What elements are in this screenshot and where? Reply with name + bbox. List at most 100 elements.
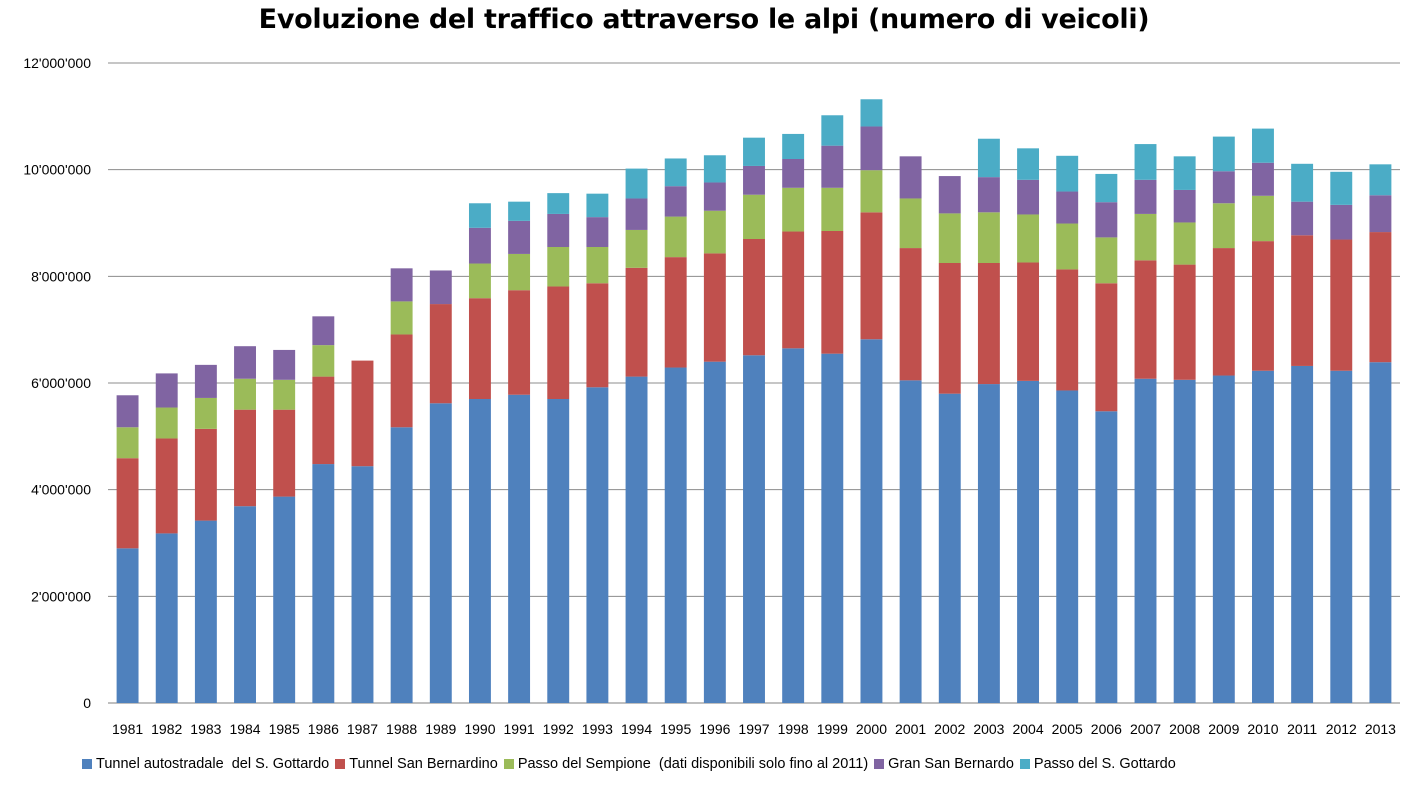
- bar-segment: [194, 520, 217, 703]
- bar-segment: [116, 427, 139, 459]
- bar-segment: [782, 159, 805, 188]
- bar-segment: [234, 409, 256, 507]
- bar-segment: [1252, 241, 1274, 371]
- x-tick-label: 1983: [190, 721, 221, 737]
- x-tick-label: 1982: [151, 721, 182, 737]
- bar-segment: [1095, 202, 1118, 238]
- bar-segment: [1291, 201, 1314, 236]
- bar-segment: [977, 177, 1000, 213]
- bar-segment: [1173, 379, 1196, 703]
- bar-segment: [743, 165, 765, 195]
- bar-segment: [625, 168, 648, 199]
- bar-segment: [547, 286, 570, 399]
- bar-segment: [1056, 191, 1079, 224]
- bar-segment: [977, 138, 1000, 178]
- bar-segment: [547, 193, 570, 214]
- bar-segment: [390, 301, 413, 335]
- x-tick-label: 2004: [1012, 721, 1043, 737]
- bar-segment: [194, 364, 217, 398]
- bar-segment: [625, 229, 648, 268]
- bar-segment: [273, 496, 296, 703]
- bar-segment: [155, 407, 178, 439]
- bar-segment: [821, 145, 844, 188]
- x-tick-label: 2010: [1247, 721, 1278, 737]
- bar-segment: [586, 193, 609, 218]
- bar-segment: [1369, 232, 1392, 363]
- bar-segment: [782, 133, 805, 159]
- bar-segment: [155, 533, 178, 703]
- bar-segment: [1212, 171, 1235, 204]
- bar-segment: [234, 346, 256, 379]
- bar-segment: [468, 227, 491, 264]
- bar-segment: [1095, 237, 1118, 284]
- x-tick-label: 2003: [973, 721, 1004, 737]
- bar-segment: [508, 220, 531, 254]
- bar-segment: [390, 268, 413, 302]
- legend-swatch: [503, 759, 514, 769]
- bar-segment: [1330, 204, 1353, 240]
- bar-segment: [782, 348, 805, 703]
- y-tick-label: 8'000'000: [31, 268, 91, 284]
- bar-segment: [547, 399, 570, 703]
- bar-segment: [860, 126, 883, 171]
- bar-segment: [1017, 262, 1040, 381]
- bar-segment: [625, 198, 648, 230]
- bar-segment: [1017, 179, 1040, 215]
- bar-segment: [664, 158, 687, 187]
- bar-segment: [1095, 411, 1118, 703]
- bar-segment: [743, 137, 765, 166]
- bar-segment: [977, 212, 1000, 263]
- x-tick-label: 2008: [1169, 721, 1200, 737]
- bar-segment: [1173, 189, 1196, 223]
- bar-segment: [547, 247, 570, 287]
- bar-segment: [1212, 248, 1235, 376]
- bar-segment: [547, 213, 570, 247]
- bar-segment: [116, 458, 139, 549]
- bar-segment: [116, 395, 139, 428]
- bar-segment: [899, 248, 922, 381]
- bar-segment: [1291, 235, 1314, 366]
- bar-segment: [429, 304, 452, 404]
- bar-segment: [508, 394, 531, 703]
- x-tick-label: 1990: [464, 721, 495, 737]
- bar-segment: [1056, 269, 1079, 391]
- bar-segment: [312, 316, 335, 346]
- x-tick-label: 2005: [1052, 721, 1083, 737]
- bar-segment: [273, 349, 296, 380]
- bar-segment: [664, 216, 687, 258]
- bar-segment: [194, 428, 217, 521]
- x-tick-label: 1996: [699, 721, 730, 737]
- x-tick-label: 1992: [543, 721, 574, 737]
- bar-segment: [1252, 370, 1274, 703]
- bar-segment: [899, 380, 922, 703]
- x-tick-label: 2012: [1326, 721, 1357, 737]
- bar-segment: [1252, 128, 1274, 163]
- bar-segment: [234, 506, 256, 703]
- x-tick-label: 1981: [112, 721, 143, 737]
- bar-segment: [390, 334, 413, 428]
- bar-segment: [1252, 162, 1274, 196]
- bar-segment: [1212, 375, 1235, 703]
- bar-segment: [1173, 156, 1196, 190]
- bar-segment: [821, 115, 844, 146]
- bar-segment: [586, 387, 609, 703]
- y-tick-label: 12'000'000: [23, 55, 91, 71]
- x-tick-label: 2009: [1208, 721, 1239, 737]
- bar-segment: [899, 198, 922, 249]
- legend-label: Passo del Sempione (dati disponibili sol…: [517, 756, 869, 772]
- legend-label: Passo del S. Gottardo: [1033, 756, 1176, 772]
- bar-segment: [1056, 223, 1079, 270]
- bar-segment: [1173, 264, 1196, 380]
- bar-segment: [429, 270, 452, 305]
- chart-title: Evoluzione del traffico attraverso le al…: [258, 4, 1150, 35]
- bar-segment: [1134, 378, 1157, 703]
- legend-item: Tunnel autostradale del S. Gottardo: [82, 756, 329, 772]
- y-tick-label: 10'000'000: [23, 162, 91, 178]
- x-tick-label: 1991: [504, 721, 535, 737]
- bar-segment: [273, 379, 296, 410]
- bar-segment: [468, 263, 491, 299]
- bar-segment: [116, 548, 139, 703]
- bar-segment: [586, 283, 609, 388]
- bar-segment: [1369, 195, 1392, 233]
- bar-segment: [586, 217, 609, 247]
